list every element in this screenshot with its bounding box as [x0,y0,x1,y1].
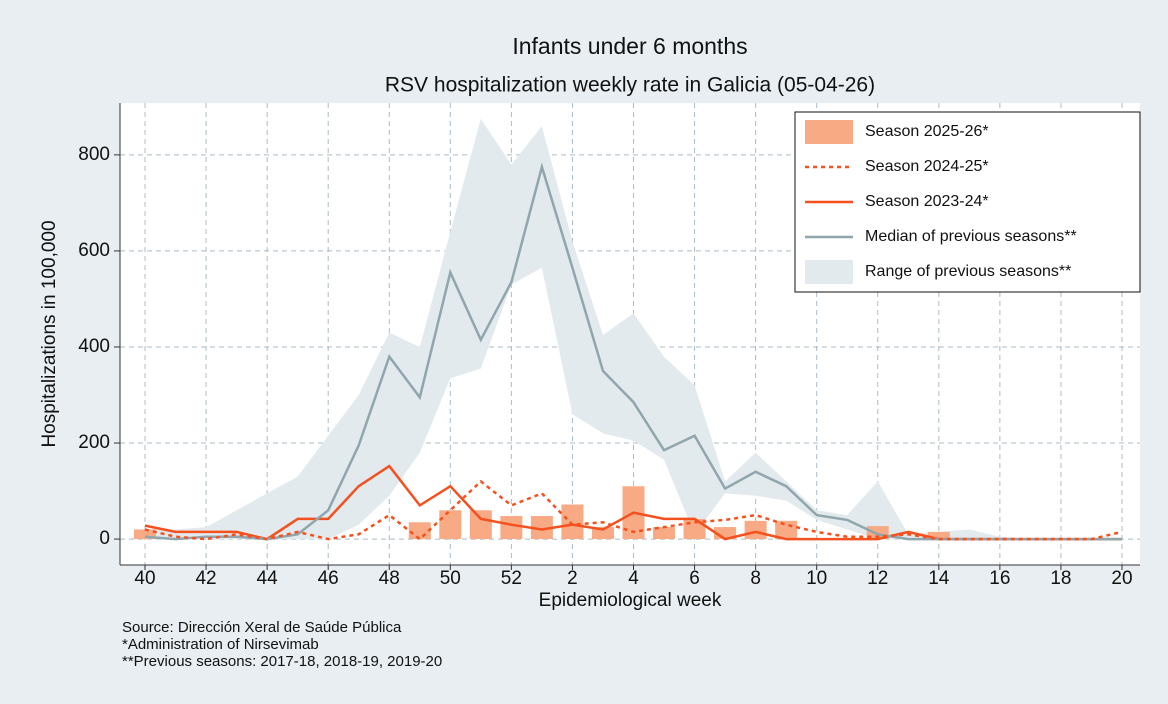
x-axis-label: Epidemiological week [539,590,722,611]
x-tick-label: 44 [257,568,279,589]
x-tick-label: 18 [1050,568,1071,589]
chart-title: Infants under 6 months [512,33,747,59]
footnote: Source: Dirección Xeral de Saúde Pública [122,619,402,636]
x-tick-label: 48 [379,568,400,589]
bar [530,516,553,540]
bar [469,510,492,540]
x-tick-label: 40 [134,568,155,589]
x-tick-label: 8 [750,568,761,589]
legend-swatch [805,120,853,144]
x-tick-label: 20 [1111,568,1132,589]
x-tick-label: 42 [195,568,216,589]
x-tick-label: 12 [867,568,888,589]
x-tick-label: 50 [440,568,461,589]
bar [134,529,156,540]
line [144,162,1122,541]
legend-label: Median of previous seasons** [865,228,1077,245]
x-tick-label: 2 [567,568,578,589]
y-tick-label: 600 [78,240,110,261]
y-tick-label: 0 [99,528,110,549]
x-tick-label: 46 [318,568,339,589]
bar [439,510,462,540]
legend-label: Season 2024-25* [865,158,989,175]
bar [927,531,950,540]
bar [561,504,584,540]
line [144,479,1123,541]
x-tick-label: 52 [501,568,522,589]
legend-label: Range of previous seasons** [865,263,1071,280]
bar [653,527,676,540]
x-tick-label: 10 [806,568,827,589]
x-tick-label: 14 [928,568,950,589]
x-tick-label: 4 [628,568,639,589]
bar [591,527,614,540]
y-axis-label: Hospitalizations in 100,000 [39,220,60,447]
y-tick-label: 800 [78,144,110,165]
x-tick-label: 6 [689,568,700,589]
y-tick-label: 400 [78,336,110,357]
legend-swatch [805,260,853,284]
bar [408,522,431,540]
legend-label: Season 2025-26* [865,123,989,140]
legend-label: Season 2023-24* [865,193,989,210]
chart-subtitle: RSV hospitalization weekly rate in Galic… [385,74,875,97]
footnote: *Administration of Nirsevimab [122,636,319,653]
range-area [145,118,1122,540]
bar [744,520,767,540]
x-tick-label: 16 [989,568,1010,589]
footnote: **Previous seasons: 2017-18, 2018-19, 20… [122,653,442,670]
y-tick-label: 200 [78,432,110,453]
bar [500,516,523,540]
